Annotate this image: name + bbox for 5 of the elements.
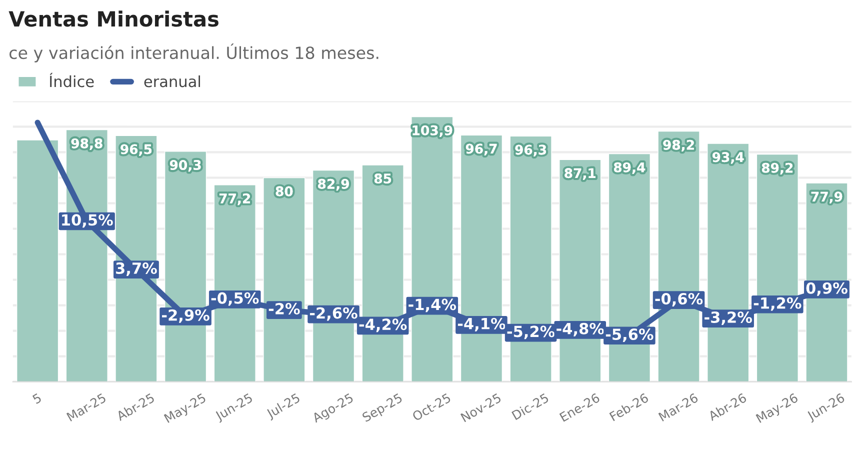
chart-subtitle: ce y variación interanual. Últimos 18 meses. xyxy=(10,43,378,62)
x-tick-label: 5 xyxy=(32,393,42,404)
legend-label: eranual xyxy=(144,75,200,88)
chart-title: Ventas Minoristas xyxy=(8,10,218,27)
legend-label: Índice xyxy=(50,72,94,88)
